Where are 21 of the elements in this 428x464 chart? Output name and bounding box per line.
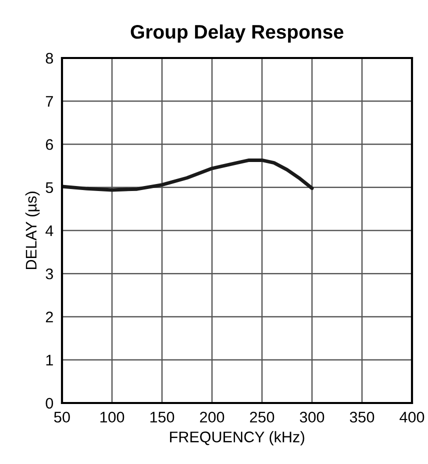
x-tick-label: 50 — [54, 412, 70, 423]
x-tick-label: 150 — [150, 412, 174, 423]
y-axis-title: DELAY (µs) — [25, 192, 40, 270]
y-tick-label: 1 — [46, 354, 53, 366]
y-tick-label: 7 — [46, 96, 53, 107]
x-tick-label: 100 — [100, 412, 124, 423]
y-tick-label: 3 — [46, 268, 53, 280]
x-tick-label: 300 — [300, 412, 324, 423]
y-tick-label: 6 — [46, 139, 53, 150]
y-tick-label: 5 — [46, 182, 54, 194]
x-tick-label: 250 — [250, 412, 274, 423]
chart-title: Group Delay Response — [130, 24, 344, 43]
line-series — [62, 158, 314, 192]
y-tick-label: 8 — [46, 52, 54, 64]
y-tick-label: 2 — [46, 312, 53, 322]
y-tick-label: 4 — [46, 226, 54, 236]
x-axis-title: FREQUENCY (kHz) — [170, 431, 304, 446]
y-tick-label: 0 — [46, 398, 54, 409]
x-tick-label: 400 — [400, 412, 424, 423]
x-tick-label: 350 — [350, 412, 374, 423]
x-tick-label: 200 — [200, 412, 224, 423]
